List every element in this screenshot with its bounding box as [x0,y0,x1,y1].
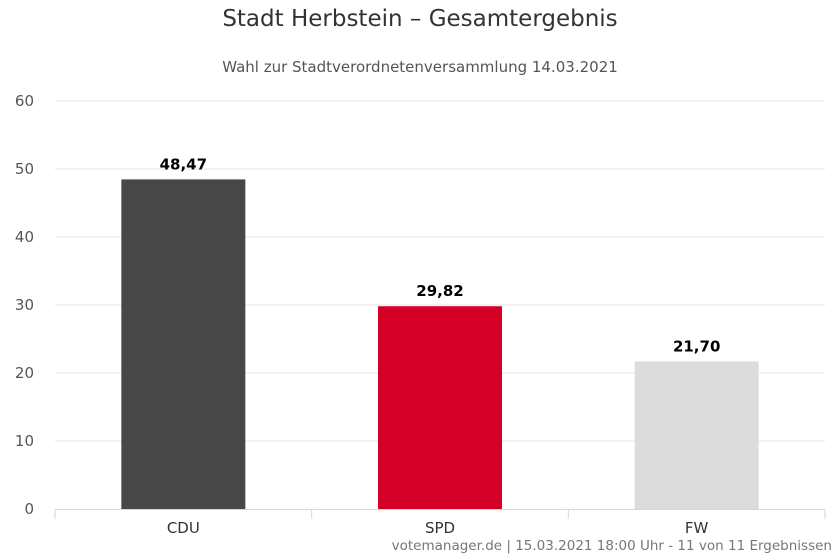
y-tick-label: 20 [15,364,34,382]
y-tick-label: 0 [24,500,34,518]
y-tick-label: 50 [15,160,34,178]
y-tick-label: 30 [15,296,34,314]
chart-subtitle: Wahl zur Stadtverordnetenversammlung 14.… [222,58,618,76]
data-label-cdu: 48,47 [160,155,207,173]
y-tick-label: 60 [15,92,34,110]
bar-fw[interactable] [634,361,759,509]
credits-text[interactable]: votemanager.de | 15.03.2021 18:00 Uhr - … [391,538,832,554]
y-tick-label: 40 [15,228,34,246]
bar-spd[interactable] [378,306,502,509]
data-label-spd: 29,82 [416,282,463,300]
bar-cdu[interactable] [121,179,246,510]
x-category-label: FW [685,519,709,537]
x-category-label: CDU [167,519,200,537]
y-tick-label: 10 [15,432,34,450]
chart-title: Stadt Herbstein – Gesamtergebnis [222,6,618,32]
data-label-fw: 21,70 [673,337,720,355]
x-category-label: SPD [425,519,455,537]
